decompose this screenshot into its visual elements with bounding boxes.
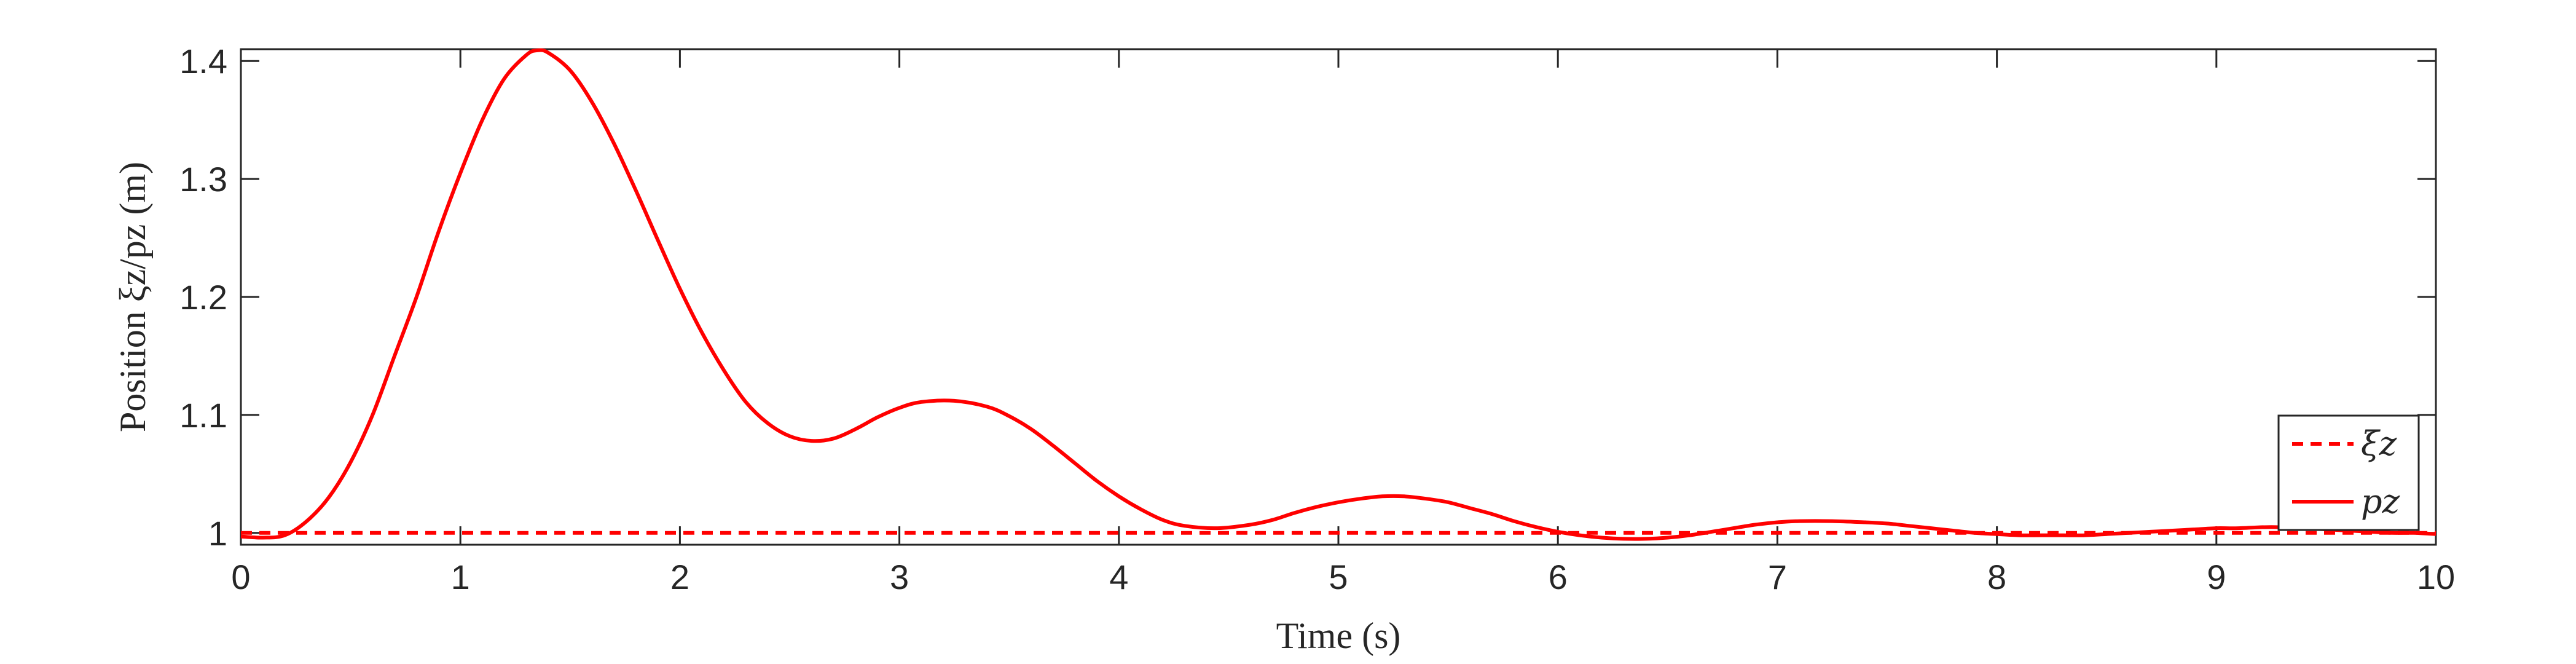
y-tick-label: 1.4 — [179, 42, 227, 81]
y-tick-label: 1.3 — [179, 160, 227, 199]
x-tick-label: 0 — [231, 558, 250, 596]
x-axis-ticks: 0 1 2 3 4 5 6 7 8 9 10 — [231, 49, 2455, 596]
y-tick-label: 1.1 — [179, 396, 227, 435]
y-tick-label: 1 — [208, 514, 227, 553]
x-tick-label: 2 — [670, 558, 689, 596]
x-tick-label: 1 — [451, 558, 470, 596]
y-axis-ticks: 1 1.1 1.2 1.3 1.4 — [179, 42, 2436, 553]
legend-p-z-label: pz — [2361, 482, 2400, 521]
x-tick-label: 8 — [1987, 558, 2006, 596]
x-tick-label: 10 — [2417, 558, 2455, 596]
legend-box — [2277, 414, 2420, 531]
y-tick-label: 1.2 — [179, 278, 227, 317]
legend: ξz pz — [2277, 414, 2420, 531]
x-tick-label: 3 — [890, 558, 909, 596]
x-axis-title: Time (s) — [1276, 615, 1401, 656]
x-tick-label: 4 — [1109, 558, 1128, 596]
legend-xi-z-label: ξz — [2361, 424, 2397, 463]
series-line-p-z — [240, 48, 2437, 541]
x-tick-label: 7 — [1768, 558, 1787, 596]
plot-area — [240, 48, 2437, 546]
y-axis-title: Position ξz/pz (m) — [112, 162, 153, 432]
x-tick-label: 6 — [1549, 558, 1568, 596]
x-tick-label: 5 — [1329, 558, 1348, 596]
series-layer — [240, 48, 2437, 541]
x-tick-label: 9 — [2207, 558, 2226, 596]
